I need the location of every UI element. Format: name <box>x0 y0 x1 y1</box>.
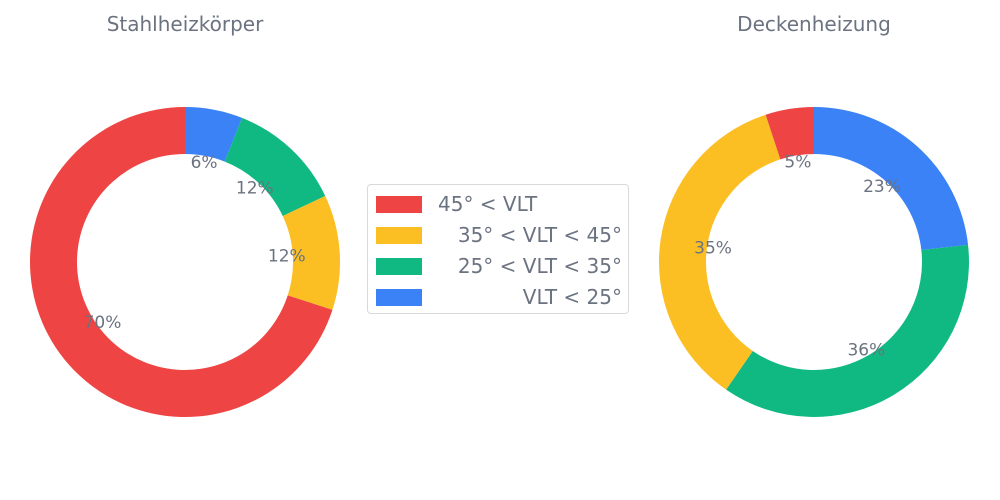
donut-slice <box>224 117 326 217</box>
slice-percent-label: 5% <box>784 152 811 172</box>
chart-title-left: Stahlheizkörper <box>107 12 264 36</box>
slice-percent-label: 6% <box>191 153 218 173</box>
slice-percent-label: 12% <box>236 179 274 199</box>
chart-title-right: Deckenheizung <box>737 12 891 36</box>
legend-label: VLT < 25° <box>522 285 622 309</box>
donut-slice <box>765 107 814 160</box>
donut-chart-left: 6% 12% 12% 70% <box>30 107 340 418</box>
legend-label: 35° < VLT < 45° <box>457 223 622 247</box>
donut-chart-right: 23% 36% 35% 5% <box>659 107 969 417</box>
donut-slice <box>726 244 969 417</box>
legend-entry: 35° < VLT < 45° <box>376 220 622 251</box>
slice-percent-label: 36% <box>847 341 885 361</box>
legend-swatch-green <box>376 258 422 275</box>
donut-slice <box>185 107 243 162</box>
legend-swatch-blue <box>376 289 422 306</box>
donut-slice <box>282 196 340 310</box>
legend-entry: VLT < 25° <box>376 282 622 313</box>
legend-swatch-yellow <box>376 227 422 244</box>
legend-label: 25° < VLT < 35° <box>457 254 622 278</box>
slice-percent-label: 70% <box>84 313 122 333</box>
slice-percent-label: 35% <box>694 238 732 258</box>
legend-swatch-red <box>376 196 422 213</box>
donut-slice <box>814 107 969 251</box>
donut-slice <box>30 107 333 418</box>
legend-label: 45° < VLT <box>438 192 538 216</box>
donut-slice <box>659 114 781 390</box>
slice-percent-label: 12% <box>268 247 306 267</box>
slice-percent-label: 23% <box>863 177 901 197</box>
legend-entry: 25° < VLT < 35° <box>376 251 622 282</box>
chart-legend: 45° < VLT 35° < VLT < 45° 25° < VLT < 35… <box>367 184 629 314</box>
legend-entry: 45° < VLT <box>376 189 622 220</box>
